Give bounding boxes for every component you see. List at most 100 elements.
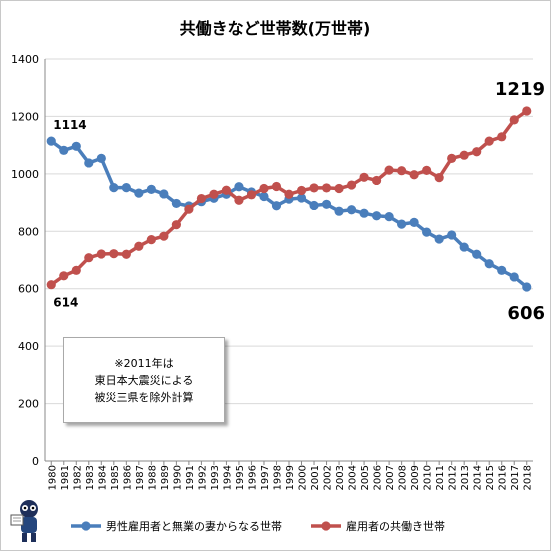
y-tick-label: 0 (32, 455, 39, 468)
data-point (134, 188, 144, 198)
x-tick-label: 1998 (272, 465, 283, 490)
data-point (359, 208, 369, 218)
series-line (50, 139, 528, 289)
data-point (146, 235, 156, 245)
x-tick-label: 1985 (110, 465, 121, 490)
legend-label: 男性雇用者と無業の妻からなる世帯 (106, 519, 282, 533)
x-tick-label: 1983 (85, 465, 96, 490)
data-point (359, 172, 369, 182)
data-point (234, 182, 244, 192)
data-point (384, 165, 394, 175)
data-point (121, 249, 131, 259)
data-point (434, 234, 444, 244)
y-tick-label: 800 (18, 225, 39, 238)
data-point (409, 217, 419, 227)
data-point (184, 204, 194, 214)
data-point (484, 136, 494, 146)
x-tick-label: 2006 (373, 465, 384, 490)
data-point (309, 200, 319, 211)
data-point (296, 185, 307, 196)
data-label: 606 (507, 303, 545, 324)
data-point (271, 181, 282, 192)
x-tick-label: 2003 (335, 465, 346, 490)
data-point (334, 183, 344, 194)
data-point (59, 271, 69, 281)
data-point (159, 189, 169, 199)
data-point (246, 190, 257, 200)
data-point (284, 189, 294, 199)
x-tick-label: 1991 (185, 465, 196, 490)
x-tick-label: 1989 (160, 465, 171, 490)
data-point (159, 231, 169, 241)
x-tick-label: 1986 (122, 465, 133, 490)
data-point (497, 265, 507, 275)
y-tick-label: 400 (18, 340, 39, 353)
x-tick-label: 2002 (323, 465, 334, 490)
x-tick-label: 2016 (498, 465, 509, 490)
data-point (134, 241, 144, 251)
data-point (209, 189, 219, 199)
x-tick-label: 1990 (172, 465, 183, 490)
data-point (46, 136, 56, 146)
data-point (346, 205, 357, 215)
x-tick-label: 1994 (222, 465, 233, 490)
x-tick-label: 2013 (460, 465, 471, 490)
y-tick-label: 1400 (11, 53, 39, 66)
data-point (459, 150, 469, 160)
data-point (522, 282, 532, 292)
x-tick-label: 2010 (423, 465, 434, 490)
data-point (472, 147, 482, 157)
data-point (509, 272, 519, 282)
legend-label: 雇用者の共働き世帯 (346, 519, 445, 533)
x-tick-label: 1999 (285, 465, 296, 490)
data-point (196, 193, 207, 204)
x-tick-label: 2001 (310, 465, 321, 490)
data-point (484, 259, 494, 269)
x-tick-label: 1997 (260, 465, 271, 490)
data-point (447, 230, 457, 240)
x-tick-label: 2009 (410, 465, 421, 490)
x-tick-label: 1995 (235, 465, 246, 490)
data-point (221, 185, 232, 195)
x-tick-label: 2011 (435, 465, 446, 490)
x-tick-label: 1982 (72, 465, 83, 490)
data-point (422, 227, 432, 237)
data-point (96, 249, 106, 259)
note-line-2: 東日本大震災による (94, 373, 194, 387)
x-tick-label: 2004 (348, 465, 359, 490)
x-tick-label: 1988 (147, 465, 158, 490)
x-tick-label: 1992 (197, 465, 208, 490)
data-point (334, 206, 344, 216)
data-point (271, 201, 282, 211)
data-point (46, 280, 56, 290)
data-point (497, 132, 507, 142)
data-point (234, 195, 244, 205)
x-tick-label: 2008 (398, 465, 409, 490)
data-point (409, 170, 419, 180)
data-point (84, 253, 94, 263)
x-tick-label: 1987 (135, 465, 146, 490)
data-point (121, 183, 131, 193)
x-tick-label: 2012 (448, 465, 459, 490)
mascot-icon (10, 500, 38, 542)
data-point (397, 166, 407, 176)
x-tick-label: 2017 (510, 465, 521, 490)
x-tick-label: 2015 (485, 465, 496, 490)
y-tick-label: 600 (18, 283, 39, 296)
data-point (472, 249, 482, 259)
x-tick-label: 2007 (385, 465, 396, 490)
data-point (171, 220, 181, 230)
data-point (321, 199, 332, 209)
data-point (146, 184, 156, 194)
data-point (71, 265, 81, 275)
data-point (109, 249, 119, 259)
data-point (447, 153, 457, 163)
x-tick-label: 2014 (473, 465, 484, 490)
y-tick-label: 1000 (11, 168, 39, 181)
y-tick-label: 200 (18, 398, 39, 411)
data-point (71, 141, 81, 151)
data-point (84, 158, 94, 168)
note-line-3: 被災三県を除外計算 (94, 390, 194, 404)
